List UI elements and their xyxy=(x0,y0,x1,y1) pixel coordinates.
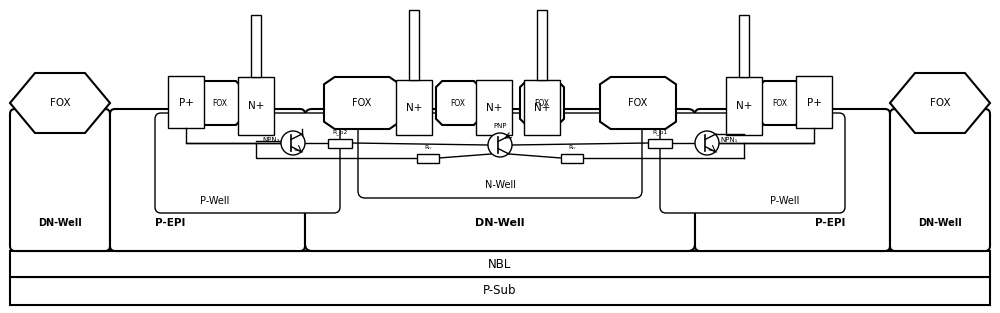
Text: N-Well: N-Well xyxy=(484,180,516,190)
Text: FOX: FOX xyxy=(352,98,372,108)
Bar xyxy=(739,15,749,77)
Bar xyxy=(409,10,419,80)
Polygon shape xyxy=(198,81,242,125)
Bar xyxy=(726,77,762,135)
Text: Rₙ: Rₙ xyxy=(569,145,575,150)
FancyBboxPatch shape xyxy=(660,113,845,213)
Polygon shape xyxy=(758,81,802,125)
Text: N+: N+ xyxy=(736,101,752,111)
Text: NPN₂: NPN₂ xyxy=(262,137,280,143)
Polygon shape xyxy=(890,73,990,133)
Polygon shape xyxy=(324,77,400,129)
Bar xyxy=(796,76,832,128)
Text: FOX: FOX xyxy=(50,98,70,108)
Text: DN-Well: DN-Well xyxy=(918,218,962,228)
Text: FOX: FOX xyxy=(772,99,788,107)
FancyBboxPatch shape xyxy=(358,113,642,198)
Bar xyxy=(561,153,583,162)
Bar xyxy=(238,77,274,135)
Text: P+: P+ xyxy=(807,98,821,108)
Text: R_p2: R_p2 xyxy=(332,129,348,135)
Text: N+: N+ xyxy=(534,103,550,113)
Text: FOX: FOX xyxy=(628,98,648,108)
Text: P-Sub: P-Sub xyxy=(483,285,517,297)
Circle shape xyxy=(488,133,512,157)
Text: FOX: FOX xyxy=(534,99,550,107)
Polygon shape xyxy=(520,81,564,125)
Text: P-Well: P-Well xyxy=(200,196,230,206)
Text: P-EPI: P-EPI xyxy=(815,218,845,228)
Text: NBL: NBL xyxy=(488,258,512,270)
FancyBboxPatch shape xyxy=(305,109,695,251)
Text: FOX: FOX xyxy=(212,99,228,107)
FancyBboxPatch shape xyxy=(890,109,990,251)
Bar xyxy=(328,138,352,147)
FancyBboxPatch shape xyxy=(695,109,890,251)
Text: N+: N+ xyxy=(486,103,502,113)
Polygon shape xyxy=(600,77,676,129)
Bar xyxy=(10,277,990,305)
FancyBboxPatch shape xyxy=(155,113,340,213)
Bar xyxy=(537,10,547,80)
Text: N+: N+ xyxy=(406,103,422,113)
Text: DN-Well: DN-Well xyxy=(475,218,525,228)
Bar xyxy=(10,251,990,277)
Text: P-EPI: P-EPI xyxy=(155,218,185,228)
Bar xyxy=(524,80,560,135)
Circle shape xyxy=(695,131,719,155)
Text: DN-Well: DN-Well xyxy=(38,218,82,228)
FancyBboxPatch shape xyxy=(110,109,305,251)
Text: FOX: FOX xyxy=(450,99,466,107)
Bar xyxy=(417,153,439,162)
Text: FOX: FOX xyxy=(930,98,950,108)
Text: P-Well: P-Well xyxy=(770,196,800,206)
Polygon shape xyxy=(436,81,480,125)
Bar xyxy=(396,80,432,135)
Text: P+: P+ xyxy=(179,98,193,108)
FancyBboxPatch shape xyxy=(10,109,110,251)
Text: R_p1: R_p1 xyxy=(652,129,668,135)
Circle shape xyxy=(281,131,305,155)
Text: PNP: PNP xyxy=(493,123,507,129)
Bar xyxy=(168,76,204,128)
Text: N+: N+ xyxy=(248,101,264,111)
Polygon shape xyxy=(10,73,110,133)
Bar xyxy=(648,138,672,147)
Bar xyxy=(251,15,261,77)
Bar xyxy=(476,80,512,135)
Text: Rₙ: Rₙ xyxy=(425,145,431,150)
Text: NPN₁: NPN₁ xyxy=(720,137,738,143)
